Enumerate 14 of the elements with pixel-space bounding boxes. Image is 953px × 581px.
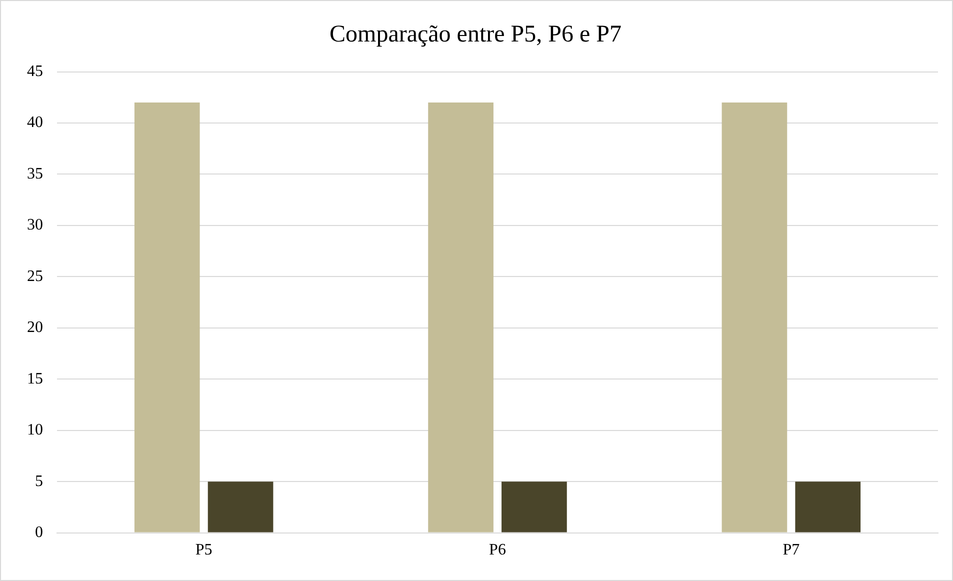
x-tick-label: P5 (195, 542, 212, 559)
y-tick-label: 0 (35, 524, 43, 542)
x-tick-label: P6 (489, 542, 506, 559)
chart-title: Comparação entre P5, P6 e P7 (330, 22, 622, 48)
y-tick-label: 40 (27, 114, 43, 132)
y-tick-label: 20 (27, 319, 43, 336)
y-tick-label: 30 (27, 216, 43, 234)
y-tick-label: 45 (27, 63, 43, 80)
y-tick-label: 5 (35, 472, 43, 490)
y-tick-label: 35 (27, 165, 43, 182)
y-tick-label: 25 (27, 268, 43, 285)
y-tick-label: 15 (27, 370, 43, 388)
y-tick-label: 10 (27, 422, 43, 439)
x-tick-label: P7 (782, 542, 800, 559)
